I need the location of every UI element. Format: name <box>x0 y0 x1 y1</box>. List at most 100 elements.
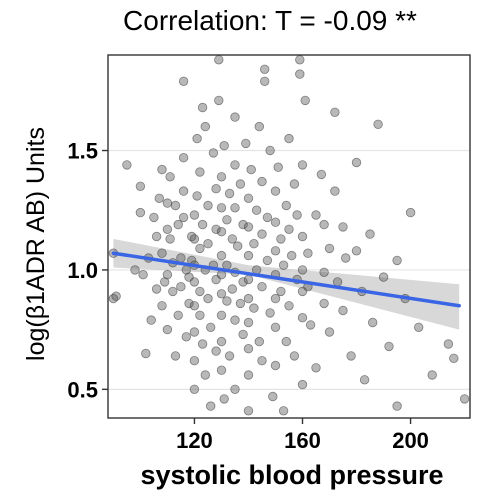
data-point-129 <box>262 212 273 223</box>
data-point-193 <box>392 401 402 411</box>
data-point-197 <box>427 370 437 380</box>
data-point-51 <box>192 133 202 144</box>
y-tick-label-1: 1.0 <box>67 258 98 283</box>
data-point-170 <box>316 169 327 180</box>
data-point-36 <box>178 186 189 196</box>
data-point-76 <box>216 172 227 182</box>
data-point-31 <box>176 253 186 263</box>
data-point-22 <box>162 324 173 335</box>
data-point-163 <box>297 379 308 390</box>
data-point-62 <box>200 370 211 380</box>
data-point-156 <box>295 55 305 65</box>
data-point-52 <box>192 191 202 201</box>
data-point-56 <box>195 310 205 321</box>
data-point-165 <box>303 248 313 258</box>
data-point-93 <box>227 284 238 294</box>
data-point-14 <box>154 193 165 204</box>
x-tick-label-2: 200 <box>392 428 429 453</box>
data-point-151 <box>287 250 297 261</box>
data-point-77 <box>216 203 227 213</box>
data-point-3 <box>122 160 132 170</box>
data-point-150 <box>284 301 294 311</box>
data-point-99 <box>230 384 240 395</box>
data-point-133 <box>268 391 278 402</box>
data-point-186 <box>359 375 370 385</box>
data-point-109 <box>243 250 254 261</box>
data-point-149 <box>284 224 294 235</box>
data-point-128 <box>260 76 270 87</box>
data-point-124 <box>257 229 267 239</box>
data-point-180 <box>338 305 348 316</box>
data-point-33 <box>178 76 189 87</box>
data-point-111 <box>243 293 254 304</box>
data-point-17 <box>157 301 167 311</box>
data-point-114 <box>243 370 254 380</box>
data-point-123 <box>257 176 267 187</box>
data-point-60 <box>200 121 211 132</box>
data-point-83 <box>216 336 227 347</box>
data-point-172 <box>319 267 329 278</box>
data-point-116 <box>246 164 256 175</box>
data-point-187 <box>365 229 375 239</box>
data-point-96 <box>230 203 240 213</box>
data-point-10 <box>146 315 156 325</box>
data-point-132 <box>265 308 275 318</box>
data-point-184 <box>351 157 362 168</box>
y-tick-label-0: 0.5 <box>67 377 98 402</box>
data-point-158 <box>297 160 308 170</box>
data-point-142 <box>276 234 286 244</box>
data-point-73 <box>211 346 221 356</box>
data-point-101 <box>235 179 246 189</box>
data-point-177 <box>330 186 340 196</box>
data-point-89 <box>222 296 232 306</box>
data-point-7 <box>138 270 148 280</box>
data-point-140 <box>270 360 281 371</box>
data-point-98 <box>230 315 240 325</box>
data-point-24 <box>165 234 175 244</box>
data-point-81 <box>216 289 227 299</box>
data-point-50 <box>189 384 200 395</box>
data-point-29 <box>173 219 183 230</box>
data-point-84 <box>216 365 227 375</box>
data-point-92 <box>227 234 238 244</box>
data-point-90 <box>224 188 235 199</box>
data-point-113 <box>243 344 254 354</box>
data-point-16 <box>157 248 167 258</box>
data-point-174 <box>324 243 335 254</box>
data-point-78 <box>216 226 227 237</box>
data-point-104 <box>238 277 248 287</box>
data-point-106 <box>241 138 251 149</box>
data-point-171 <box>319 219 329 230</box>
data-point-58 <box>197 102 208 113</box>
data-point-53 <box>195 167 205 177</box>
data-point-153 <box>289 351 300 361</box>
data-point-35 <box>178 212 189 223</box>
confidence-band <box>113 238 460 330</box>
data-point-26 <box>168 286 178 297</box>
data-point-117 <box>249 238 259 249</box>
data-point-115 <box>243 406 254 416</box>
data-point-119 <box>251 205 262 215</box>
data-point-181 <box>341 253 351 263</box>
data-point-154 <box>292 210 302 220</box>
data-point-145 <box>278 406 289 416</box>
data-point-126 <box>257 356 267 366</box>
x-tick-label-1: 160 <box>284 428 321 453</box>
data-point-66 <box>205 322 216 333</box>
data-point-188 <box>368 317 378 328</box>
data-point-79 <box>216 250 227 261</box>
data-point-103 <box>238 219 248 230</box>
trend-line <box>111 251 461 308</box>
data-point-68 <box>208 148 219 158</box>
data-point-148 <box>284 133 294 144</box>
data-point-195 <box>405 207 416 218</box>
data-point-15 <box>157 164 167 175</box>
data-point-70 <box>211 183 221 194</box>
data-point-86 <box>219 394 229 404</box>
data-point-198 <box>443 339 454 349</box>
data-point-191 <box>384 341 394 352</box>
data-point-4 <box>130 265 140 275</box>
data-point-164 <box>300 95 310 106</box>
data-point-34 <box>178 152 189 163</box>
